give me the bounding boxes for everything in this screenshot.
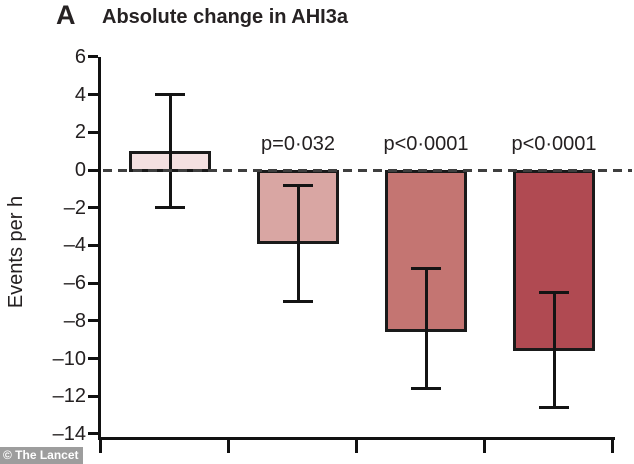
error-bar-cap-top-2 [283, 183, 313, 187]
y-axis-tick [88, 432, 98, 436]
y-axis-line [98, 57, 101, 440]
zero-baseline [103, 168, 632, 172]
x-axis-tick [226, 440, 230, 453]
error-bar-cap-bottom-1 [155, 206, 185, 210]
y-axis-tick-label: –2 [63, 196, 86, 219]
lancet-watermark: © The Lancet [0, 447, 83, 464]
y-axis-tick [88, 319, 98, 323]
bar-3 [385, 170, 467, 333]
y-axis-tick [88, 281, 98, 285]
y-axis-tick [88, 55, 98, 59]
error-bar-line-3 [424, 268, 428, 389]
error-bar-cap-bottom-4 [539, 406, 569, 409]
y-axis-tick-label: 0 [74, 159, 86, 181]
y-axis-tick-label: 2 [74, 121, 86, 144]
error-bar-cap-top-3 [411, 266, 441, 270]
error-bar-line-2 [296, 185, 300, 302]
y-axis-tick [88, 130, 98, 134]
p-value-label-4: p<0·0001 [511, 133, 597, 155]
y-axis-tick-label: 4 [74, 83, 86, 106]
error-bar-line-1 [168, 94, 172, 208]
p-value-label-3: p<0·0001 [383, 133, 469, 155]
y-axis-tick [88, 93, 98, 97]
error-bar-cap-bottom-3 [411, 387, 441, 391]
p-value-label-2: p=0·032 [261, 133, 335, 155]
y-axis-tick [88, 168, 98, 172]
x-axis-line [98, 437, 615, 440]
y-axis-tick-label: –6 [63, 272, 86, 295]
error-bar-cap-bottom-2 [283, 300, 313, 304]
x-axis-tick [482, 440, 486, 453]
y-axis-tick [88, 243, 98, 247]
y-axis-tick-label: –4 [63, 234, 86, 257]
y-axis-label: Events per h [5, 195, 27, 309]
y-axis-tick-label: –8 [63, 309, 86, 332]
x-axis-tick [98, 440, 102, 453]
y-axis-tick-label: 6 [74, 45, 86, 68]
panel-letter: A [56, 0, 76, 30]
y-axis-tick [88, 357, 98, 360]
chart-title: Absolute change in AHI3a [102, 6, 348, 28]
x-axis-tick [354, 440, 358, 453]
y-axis-tick-label: –12 [52, 385, 86, 408]
error-bar-cap-top-1 [155, 93, 185, 97]
y-axis-tick-label: –10 [52, 347, 86, 370]
y-axis-tick [88, 206, 98, 210]
error-bar-cap-top-4 [539, 291, 569, 295]
y-axis-tick [88, 394, 98, 398]
error-bar-line-4 [552, 292, 556, 408]
x-axis-tick [610, 440, 614, 453]
y-axis-tick-label: –14 [52, 422, 86, 445]
